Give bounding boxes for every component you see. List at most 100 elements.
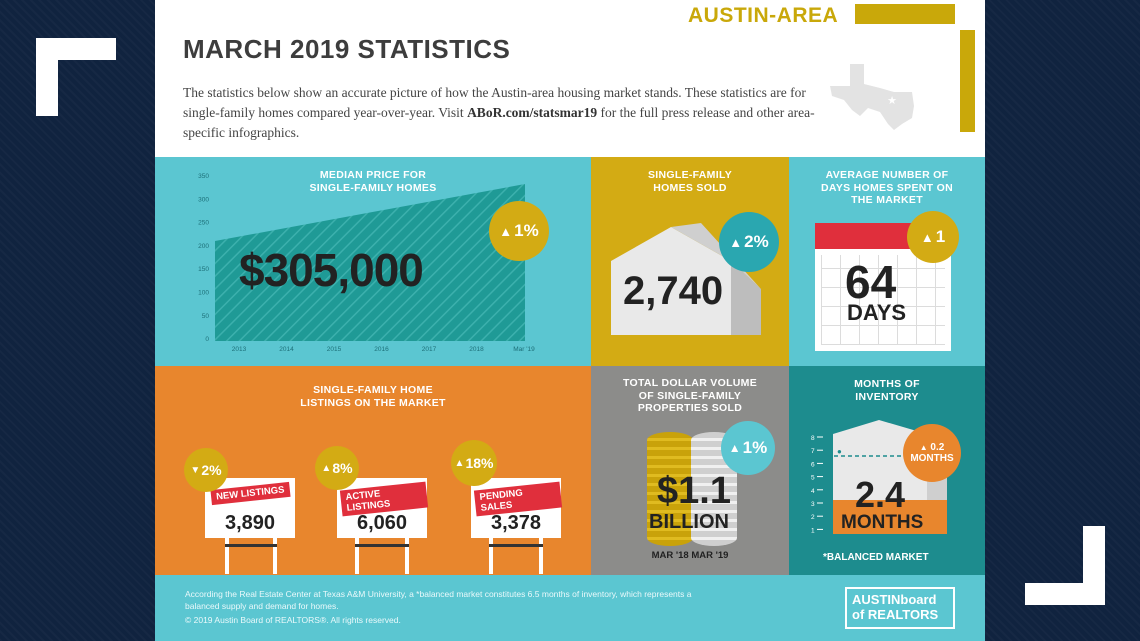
up-arrow-icon: ▲ — [454, 457, 465, 469]
intro-text-after: for the full press release and other are… — [183, 105, 815, 140]
y-tick-label: 0 — [205, 336, 209, 343]
dollar-volume-caption: MAR '18 MAR '19 — [651, 550, 729, 561]
sign-post — [355, 534, 359, 574]
abor-logo: AUSTINboard of REALTORS — [845, 587, 955, 629]
days-title-line2: DAYS HOMES SPENT ON — [821, 181, 953, 194]
homes-sold-title-line2: HOMES SOLD — [653, 181, 727, 194]
dollar-title-line3: PROPERTIES SOLD — [637, 402, 743, 414]
region-label: AUSTIN-AREA — [688, 4, 839, 27]
inventory-unit: MONTHS — [841, 512, 924, 533]
inventory-title: MONTHS OF INVENTORY — [789, 378, 985, 403]
sign-post-bar — [225, 544, 277, 547]
inventory-value: 2.4 — [855, 474, 906, 515]
dollar-volume-title: TOTAL DOLLAR VOLUME OF SINGLE-FAMILY PRO… — [591, 377, 789, 415]
days-title-line1: AVERAGE NUMBER OF — [825, 169, 949, 181]
listings-title-line1: SINGLE-FAMILY HOME — [313, 384, 433, 396]
inventory-tick-label: 1 — [811, 527, 815, 534]
inventory-change-unit: MONTHS — [910, 453, 954, 464]
dollar-title-line1: TOTAL DOLLAR VOLUME — [622, 377, 758, 389]
balanced-market-note: *BALANCED MARKET — [823, 552, 929, 563]
days-value: 64 — [845, 256, 897, 308]
median-price-title: MEDIAN PRICE FOR SINGLE-FAMILY HOMES — [155, 169, 591, 194]
inventory-tick-label: 6 — [811, 461, 815, 468]
x-tick-label: 2016 — [374, 346, 389, 353]
days-unit: DAYS — [847, 300, 907, 325]
sign-post — [489, 534, 493, 574]
abor-logo-line2: of REALTORS — [852, 607, 939, 622]
sign-post — [405, 534, 409, 574]
sign-post — [225, 534, 229, 574]
y-tick-label: 50 — [202, 313, 210, 320]
days-on-market-title: AVERAGE NUMBER OF DAYS HOMES SPENT ON TH… — [789, 169, 985, 207]
x-tick-label: 2018 — [469, 346, 484, 353]
dollar-volume-value: $1.1 — [657, 470, 731, 512]
svg-text:●: ● — [837, 447, 842, 456]
median-price-chart: 350 300 250 200 150 100 50 0 2013 2014 2015 2016 20… — [198, 173, 535, 353]
intro-text: The statistics below show an accurate pi… — [183, 83, 833, 143]
page-title: MARCH 2019 STATISTICS — [183, 34, 511, 64]
texas-map-icon: ★ — [830, 64, 914, 130]
abor-logo-line1: AUSTINboard — [852, 592, 937, 607]
pending-sales-change: 18% — [465, 455, 494, 471]
new-listings-label: NEW LISTINGS — [210, 481, 291, 506]
intro-link[interactable]: ABoR.com/statsmar19 — [467, 105, 598, 120]
up-arrow-icon: ▲ — [920, 229, 934, 245]
dollar-volume-unit: BILLION — [649, 511, 729, 533]
up-arrow-icon: ▲ — [728, 441, 741, 455]
inventory-tick-label: 8 — [811, 435, 815, 442]
median-price-panel: MEDIAN PRICE FOR SINGLE-FAMILY HOMES 350… — [155, 157, 591, 366]
inventory-change-top: ▲ 0.2 — [920, 442, 945, 453]
header-gold-accent — [855, 4, 955, 24]
x-tick-label: Mar '19 — [513, 346, 535, 353]
listings-title-line2: LISTINGS ON THE MARKET — [300, 396, 446, 409]
homes-sold-title-line1: SINGLE-FAMILY — [647, 169, 733, 181]
active-listings-sign: ACTIVE LISTINGS 6,060 — [337, 478, 429, 538]
down-arrow-icon: ▼ — [190, 464, 201, 476]
new-listings-sign: NEW LISTINGS 3,890 — [205, 478, 295, 538]
x-tick-label: 2014 — [279, 346, 294, 353]
up-arrow-icon: ▲ — [499, 223, 513, 239]
intro-text-before: The statistics below show an accurate pi… — [183, 85, 806, 120]
header-gold-accent-vertical — [960, 30, 975, 132]
median-price-area — [215, 184, 525, 341]
new-listings-value: 3,890 — [224, 512, 276, 534]
pending-sales-value: 3,378 — [490, 512, 542, 534]
homes-sold-title: SINGLE-FAMILY HOMES SOLD — [591, 169, 789, 194]
pending-sales-sign: PENDING SALES 3,378 — [471, 478, 563, 538]
inventory-tick-label: 5 — [811, 475, 815, 482]
median-price-title-line2: SINGLE-FAMILY HOMES — [309, 181, 437, 194]
svg-text:★: ★ — [887, 95, 897, 107]
new-listings-change-badge: ▼ 2% — [184, 448, 228, 492]
sign-post-bar — [355, 544, 409, 547]
footer-note: According the Real Estate Center at Texa… — [185, 589, 692, 611]
up-arrow-icon: ▲ — [321, 462, 332, 474]
y-tick-label: 250 — [198, 220, 209, 227]
new-listings-change: 2% — [201, 462, 222, 478]
y-tick-label: 100 — [198, 290, 209, 297]
days-title-line3: THE MARKET — [851, 194, 923, 206]
active-listings-value: 6,060 — [356, 512, 408, 534]
median-price-change-badge: ▲ 1% — [489, 201, 549, 261]
y-tick-label: 200 — [198, 243, 209, 250]
inventory-fill — [833, 500, 947, 534]
x-tick-label: 2017 — [422, 346, 437, 353]
dollar-volume-change-badge: ▲ 1% — [721, 421, 775, 475]
listings-title: SINGLE-FAMILY HOME LISTINGS ON THE MARKE… — [155, 384, 591, 409]
homes-sold-change-badge: ▲ 2% — [719, 212, 779, 272]
sign-post-bar — [489, 544, 543, 547]
days-on-market-panel: AVERAGE NUMBER OF DAYS HOMES SPENT ON TH… — [789, 157, 985, 366]
house-icon — [611, 223, 761, 335]
median-price-value: $305,000 — [239, 244, 424, 296]
days-change-badge: ▲ 1 — [907, 211, 959, 263]
corner-bracket-top-left-vertical — [36, 38, 58, 116]
listings-panel: SINGLE-FAMILY HOME LISTINGS ON THE MARKE… — [155, 366, 591, 575]
inventory-panel: MONTHS OF INVENTORY 8 7 6 5 4 3 2 1 ● 2.4 MONTH… — [789, 366, 985, 575]
calendar-grid — [821, 255, 945, 345]
homes-sold-panel: SINGLE-FAMILY HOMES SOLD 2,740 ▲ 2% — [591, 157, 789, 366]
active-listings-change-badge: ▲ 8% — [315, 446, 359, 490]
inventory-tick-label: 2 — [811, 514, 815, 521]
inventory-title-line2: INVENTORY — [855, 390, 919, 403]
median-price-title-line1: MEDIAN PRICE FOR — [319, 169, 427, 181]
inventory-gauge: 8 7 6 5 4 3 2 1 ● — [811, 420, 949, 534]
up-arrow-icon: ▲ — [919, 443, 928, 452]
